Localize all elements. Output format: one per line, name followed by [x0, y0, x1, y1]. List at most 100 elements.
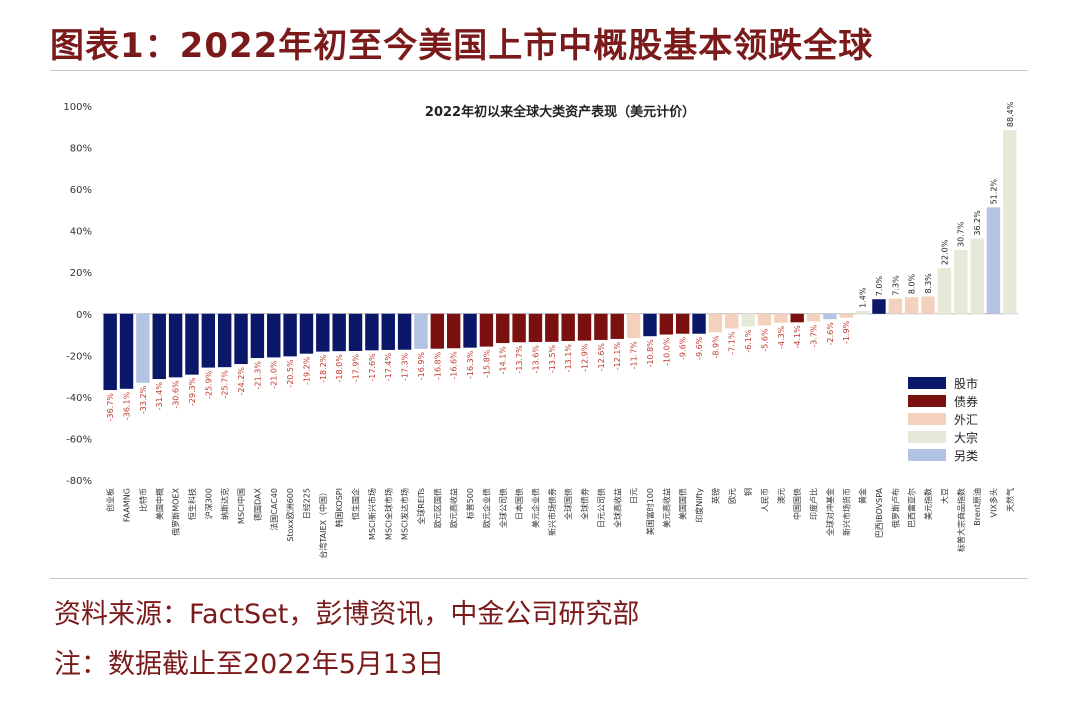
chart-title: 2022年初以来全球大类资产表现（美元计价）: [425, 104, 695, 120]
category-label: 全球国债: [563, 488, 573, 520]
category-label: Brent原油: [972, 488, 982, 526]
category-label: 日本国债: [514, 488, 524, 520]
bar-value-label: -11.7%: [630, 341, 639, 370]
bar-value-label: -12.6%: [597, 343, 606, 372]
bar-value-label: 8.3%: [924, 273, 933, 294]
y-tick-label: -60%: [66, 434, 92, 445]
bar: [725, 313, 739, 329]
bar: [855, 310, 870, 314]
bar-value-label: 8.0%: [908, 273, 917, 294]
bar: [594, 313, 608, 340]
legend-label: 大宗: [954, 430, 978, 445]
y-tick-label: 20%: [70, 268, 92, 279]
bar-value-label: 7.0%: [875, 276, 884, 297]
bar: [250, 313, 265, 359]
category-label: 欧元企业债: [481, 488, 491, 528]
bar: [217, 313, 232, 368]
bar: [561, 313, 575, 341]
bar: [970, 238, 984, 314]
legend-swatch: [908, 431, 946, 443]
category-label: 沪深300: [203, 488, 213, 519]
bar: [1003, 130, 1017, 314]
bar: [774, 313, 788, 323]
category-label: Stoxx欧洲600: [285, 488, 295, 542]
figure-title: 图表1：2022年初至今美国上市中概股基本领跌全球: [50, 26, 874, 66]
bar-value-label: -21.3%: [253, 361, 262, 390]
bar: [267, 313, 281, 358]
bar: [201, 313, 216, 368]
y-tick-label: -20%: [66, 351, 92, 362]
y-tick-label: -40%: [66, 393, 92, 404]
category-label: 美元企业债: [530, 488, 540, 528]
category-label: 巴西IBOVSPA: [875, 487, 884, 538]
category-label: 印度Nifty: [694, 488, 704, 523]
bar: [577, 313, 592, 341]
category-label: 铜: [743, 488, 753, 496]
bar-value-label: -19.2%: [302, 356, 311, 385]
bar: [103, 313, 117, 391]
bar-value-label: -29.3%: [188, 377, 197, 406]
category-label: 新兴市场债券: [547, 488, 557, 536]
bar: [316, 313, 330, 352]
category-label: 英镑: [710, 488, 720, 504]
category-label: 恒生科技: [187, 488, 197, 520]
bar-value-label: -4.1%: [793, 325, 802, 349]
category-label: 新兴市场货币: [841, 488, 851, 536]
bar-value-label: -17.3%: [401, 352, 410, 381]
category-label: 中国国债: [792, 488, 802, 520]
bar-value-label: -3.7%: [810, 324, 819, 348]
category-label: 美国中概: [154, 488, 164, 520]
bar-value-label: -13.1%: [564, 344, 573, 373]
bar-value-label: -2.6%: [826, 322, 835, 346]
bar-value-label: 22.0%: [940, 239, 949, 265]
y-tick-label: 100%: [63, 102, 92, 113]
legend-swatch: [908, 413, 946, 425]
bar-value-label: -16.3%: [466, 350, 475, 379]
bar-chart: 2022年初以来全球大类资产表现（美元计价） 100% 80% 60% 40% 20% 0…: [63, 101, 1018, 559]
bar: [152, 313, 166, 380]
bar: [757, 313, 772, 326]
category-label: FAAMNG: [123, 488, 132, 522]
bar-value-label: -9.6%: [695, 336, 704, 360]
category-label: 人民币: [760, 488, 769, 512]
category-label: 标普大宗商品指数: [956, 488, 966, 552]
category-label: 全球REITs: [416, 488, 426, 525]
bar: [610, 313, 624, 339]
category-label: 大豆: [939, 488, 949, 504]
bar-value-label: -31.4%: [155, 382, 164, 411]
bar: [675, 313, 690, 334]
bar: [234, 313, 248, 365]
bar: [136, 313, 150, 383]
bar: [921, 296, 935, 314]
bar: [446, 313, 461, 349]
category-label: 日元: [630, 488, 639, 504]
category-label: 巴西雷亚尔: [907, 488, 917, 528]
bar-value-label: -18.0%: [335, 354, 344, 383]
bar: [463, 313, 477, 348]
bar-value-label: -6.1%: [744, 329, 753, 353]
category-label: 标普500: [465, 488, 475, 519]
bar-value-label: 88.4%: [1006, 101, 1015, 127]
bar: [414, 313, 428, 349]
category-label: 台湾TAIEX（中国）: [318, 488, 328, 559]
bar-value-label: 36.2%: [973, 210, 982, 236]
category-label: MSCI全球市场: [383, 488, 393, 540]
bar-value-label: -16.8%: [433, 351, 442, 380]
bar: [741, 313, 755, 327]
category-label: 全球公司债: [498, 488, 508, 528]
bar: [692, 313, 706, 334]
category-label: MSCI中国: [236, 488, 246, 524]
category-label: 法国CAC40: [269, 488, 279, 531]
bar-value-label: -10.0%: [662, 337, 671, 366]
category-label: 纳斯达克: [220, 488, 230, 520]
bar-value-label: -7.1%: [728, 331, 737, 355]
category-label: 天然气: [1005, 488, 1015, 512]
legend-label: 另类: [954, 449, 978, 463]
category-label: 澳元: [776, 488, 786, 504]
bar-value-label: -8.9%: [711, 335, 720, 359]
bar: [626, 313, 641, 339]
bar-value-label: -10.8%: [646, 339, 655, 368]
bar-value-label: 1.4%: [859, 287, 868, 308]
legend-swatch: [908, 395, 946, 407]
bar: [119, 313, 134, 389]
